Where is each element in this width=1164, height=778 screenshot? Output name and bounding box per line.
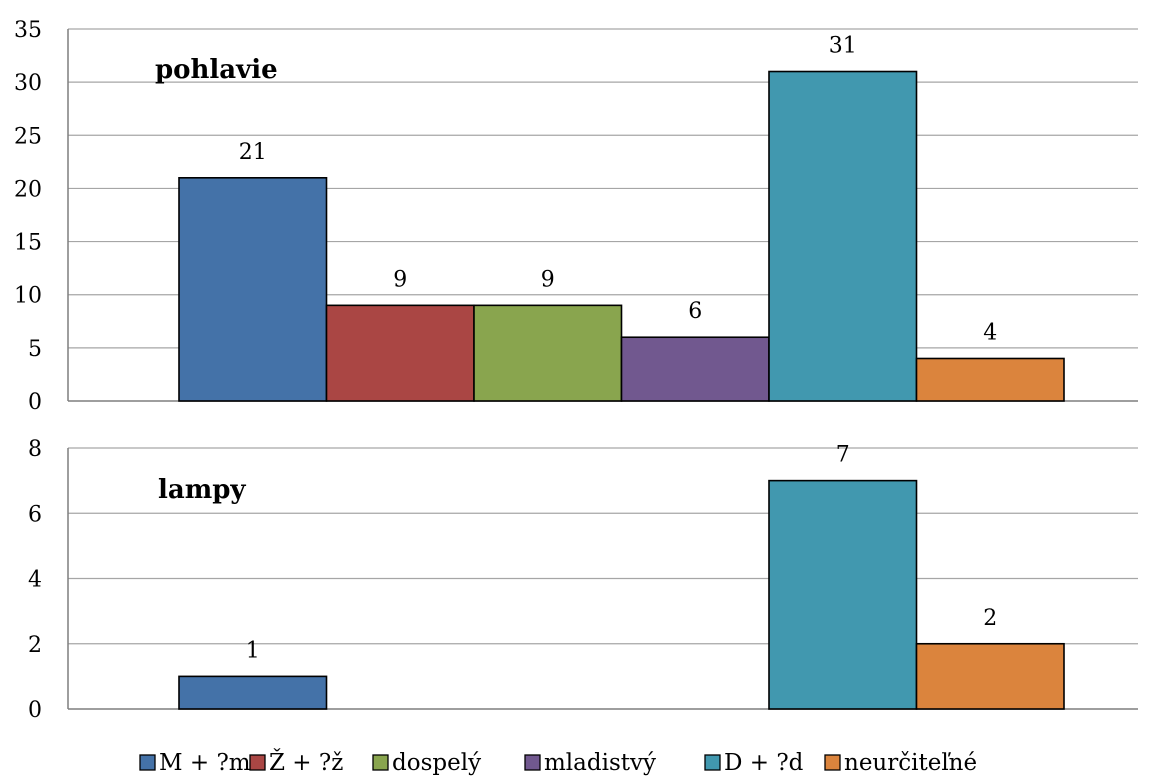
y-tick-label: 4: [28, 568, 42, 593]
bar-6: [915, 642, 1065, 710]
panel-pohlavie: 0 5 10 15 20 25 30 35 21 9 9 6 31 4 pohlavie: [14, 18, 1138, 415]
legend-label: Ž + ?ž: [269, 749, 343, 776]
y-tick-label: 6: [28, 502, 42, 527]
legend-item: M + ?m: [139, 750, 251, 776]
legend-swatch: [139, 754, 156, 771]
legend-label: neurčiteľné: [844, 750, 977, 776]
legend-swatch: [249, 754, 266, 771]
data-label: 31: [829, 34, 857, 59]
y-tick-label: 5: [28, 337, 42, 362]
panel-title: lampy: [158, 475, 246, 505]
data-label: 6: [688, 299, 702, 324]
y-tick-label: 0: [28, 390, 42, 415]
bar-3: [473, 304, 623, 402]
legend-swatch: [704, 754, 721, 771]
y-tick-label: 2: [28, 633, 42, 658]
legend-swatch: [824, 754, 841, 771]
bar-6: [915, 357, 1065, 402]
y-tick-label: 20: [14, 177, 42, 202]
legend-item: mladistvý: [524, 750, 656, 776]
legend-label: D + ?d: [724, 750, 804, 776]
legend-item: Ž + ?ž: [249, 749, 343, 776]
legend-label: dospelý: [392, 750, 481, 776]
y-tick-label: 25: [14, 124, 42, 149]
data-label: 2: [983, 606, 997, 631]
data-label: 1: [246, 638, 260, 663]
chart-panels: 0 5 10 15 20 25 30 35 21 9 9 6 31 4 pohlavie 0 2 4 6 8 1 7 2 la…: [14, 18, 1138, 723]
legend-item: neurčiteľné: [824, 750, 977, 776]
legend-item: D + ?d: [704, 750, 804, 776]
legend-label: M + ?m: [159, 750, 251, 776]
legend-label: mladistvý: [544, 750, 656, 776]
bar-4: [620, 336, 770, 402]
legend-swatch: [524, 754, 541, 771]
data-label: 4: [983, 320, 997, 345]
legend-item: dospelý: [372, 750, 481, 776]
panel-title: pohlavie: [155, 55, 278, 85]
y-tick-label: 30: [14, 71, 42, 96]
y-tick-label: 35: [14, 18, 42, 43]
data-label: 9: [541, 267, 555, 292]
data-label: 9: [393, 267, 407, 292]
legend: M + ?m Ž + ?ž dospelý mladistvý D + ?d neurči…: [139, 749, 977, 776]
legend-swatch: [372, 754, 389, 771]
data-label: 7: [836, 443, 850, 468]
bar-1: [178, 675, 328, 710]
bar-5: [768, 479, 918, 710]
y-tick-label: 8: [28, 437, 42, 462]
y-tick-label: 10: [14, 284, 42, 309]
bar-1: [178, 177, 328, 402]
y-tick-label: 15: [14, 231, 42, 256]
y-tick-label: 0: [28, 698, 42, 723]
bar-2: [325, 304, 475, 402]
data-label: 21: [239, 140, 267, 165]
panel-lampy: 0 2 4 6 8 1 7 2 lampy: [28, 437, 1138, 723]
bar-5: [768, 70, 918, 402]
